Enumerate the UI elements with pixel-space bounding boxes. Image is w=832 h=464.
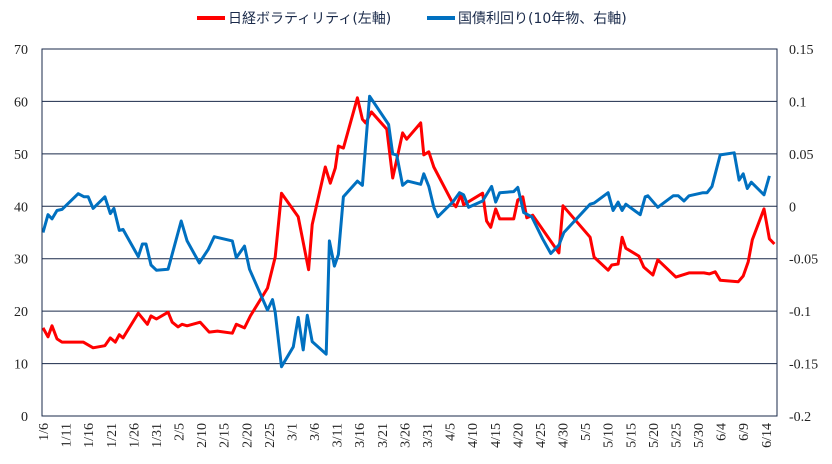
y2-tick-label: 0.15 bbox=[789, 43, 814, 58]
x-tick-label: 6/9 bbox=[737, 423, 752, 441]
x-axis-ticks: 1/6 1/11 1/16 1/21 1/26 1/31 2/5 2/10 2/15 2/20 2/… bbox=[37, 423, 775, 448]
x-tick-label: 3/6 bbox=[308, 423, 323, 441]
y-tick-label: 10 bbox=[14, 358, 28, 373]
y2-tick-label: 0.1 bbox=[789, 95, 807, 110]
x-tick-label: 5/30 bbox=[692, 423, 707, 448]
x-tick-label: 4/20 bbox=[511, 423, 526, 448]
x-tick-label: 6/14 bbox=[760, 423, 775, 448]
y-tick-label: 0 bbox=[21, 410, 28, 425]
x-tick-label: 1/31 bbox=[150, 423, 165, 448]
x-tick-label: 2/5 bbox=[173, 423, 188, 441]
y2-tick-label: -0.15 bbox=[789, 358, 818, 373]
x-tick-label: 6/4 bbox=[715, 423, 730, 441]
x-tick-label: 3/26 bbox=[398, 423, 413, 448]
left-axis-ticks: 0 10 20 30 40 50 60 70 bbox=[14, 43, 28, 425]
x-tick-label: 1/6 bbox=[37, 423, 52, 441]
y-tick-label: 70 bbox=[14, 43, 28, 58]
y-tick-label: 50 bbox=[14, 148, 28, 163]
y2-tick-label: -0.05 bbox=[789, 253, 818, 268]
gridlines bbox=[42, 100, 777, 365]
x-tick-label: 4/5 bbox=[444, 423, 459, 441]
y-tick-label: 40 bbox=[14, 200, 28, 215]
x-tick-label: 5/15 bbox=[624, 423, 639, 448]
y2-tick-label: -0.1 bbox=[789, 305, 811, 320]
x-tick-label: 4/25 bbox=[534, 423, 549, 448]
x-tick-label: 3/1 bbox=[285, 423, 300, 441]
legend-label-volatility: 日経ボラティリティ(左軸) bbox=[228, 11, 391, 27]
legend-label-bond-yield: 国債利回り(10年物、右軸) bbox=[458, 11, 627, 27]
x-tick-label: 3/31 bbox=[421, 423, 436, 448]
x-tick-label: 5/20 bbox=[647, 423, 662, 448]
y-tick-label: 20 bbox=[14, 305, 28, 320]
y2-tick-label: -0.2 bbox=[789, 410, 811, 425]
series-lines bbox=[41, 94, 776, 369]
y-tick-label: 60 bbox=[14, 95, 28, 110]
x-tick-label: 2/10 bbox=[195, 423, 210, 448]
x-tick-label: 4/30 bbox=[557, 423, 572, 448]
y2-tick-label: 0 bbox=[789, 200, 796, 215]
x-tick-label: 3/11 bbox=[331, 423, 346, 447]
x-tick-label: 4/15 bbox=[489, 423, 504, 448]
right-axis-ticks: -0.2 -0.15 -0.1 -0.05 0 0.05 0.1 0.15 bbox=[789, 43, 818, 425]
x-tick-label: 2/15 bbox=[218, 423, 233, 448]
x-tick-label: 4/10 bbox=[466, 423, 481, 448]
series-line-bond-yield bbox=[41, 94, 771, 369]
x-tick-label: 5/5 bbox=[579, 423, 594, 441]
series-line-volatility bbox=[41, 96, 776, 350]
x-tick-label: 1/16 bbox=[82, 423, 97, 448]
x-tick-label: 2/20 bbox=[240, 423, 255, 448]
x-tick-label: 1/26 bbox=[127, 423, 142, 448]
y-tick-label: 30 bbox=[14, 253, 28, 268]
x-tick-label: 3/16 bbox=[353, 423, 368, 448]
x-tick-label: 5/25 bbox=[669, 423, 684, 448]
x-tick-label: 3/21 bbox=[376, 423, 391, 448]
legend: 日経ボラティリティ(左軸) 国債利回り(10年物、右軸) bbox=[197, 11, 627, 27]
plot-area-frame bbox=[41, 48, 778, 417]
x-tick-label: 1/21 bbox=[105, 423, 120, 448]
x-tick-label: 5/10 bbox=[602, 423, 617, 448]
x-tick-label: 2/25 bbox=[263, 423, 278, 448]
x-tick-label: 1/11 bbox=[60, 423, 75, 447]
y2-tick-label: 0.05 bbox=[789, 148, 814, 163]
